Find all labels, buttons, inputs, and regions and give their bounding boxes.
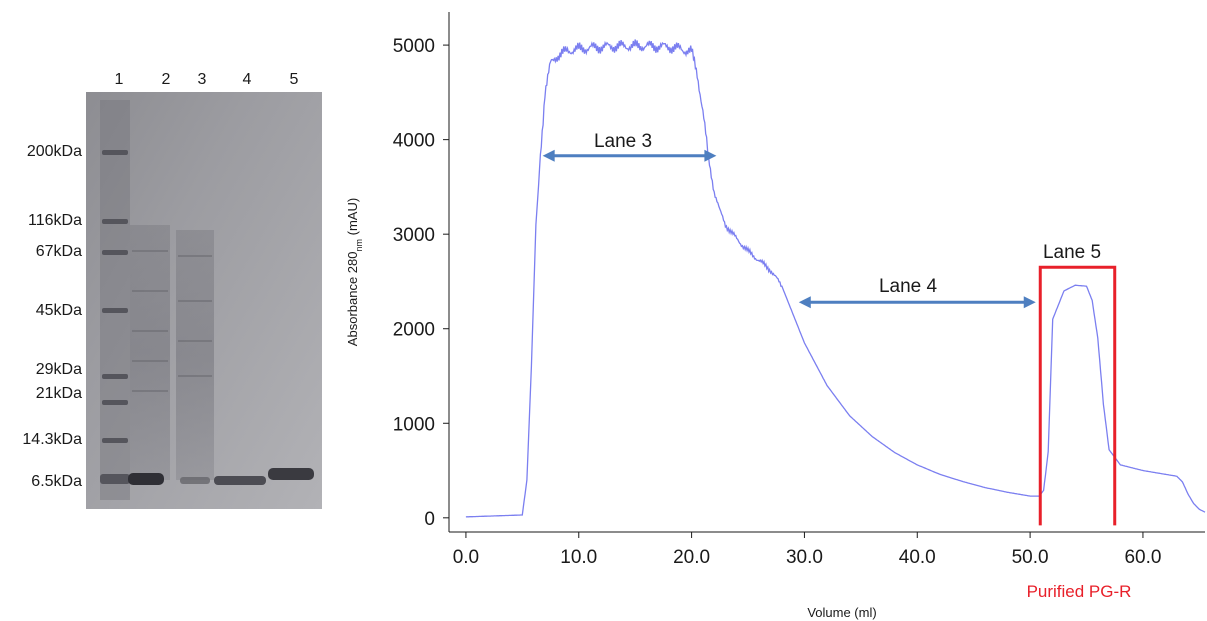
lane-number-2: 2 xyxy=(162,71,171,88)
x-tick-label: 30.0 xyxy=(786,547,823,568)
lane-number-5: 5 xyxy=(290,71,299,88)
lane-4-annotation-label: Lane 4 xyxy=(879,276,938,297)
marker-label-6-5kda: 6.5kDa xyxy=(31,473,82,490)
gel-lane-3-smear xyxy=(176,230,214,480)
y-axis-title: Absorbance 280nm (mAU) xyxy=(345,198,364,346)
marker-label-200kda: 200kDa xyxy=(27,143,82,160)
lane-5-bracket xyxy=(1038,265,1117,526)
y-tick-label: 0 xyxy=(424,509,435,530)
marker-label-67kda: 67kDa xyxy=(36,243,82,260)
y-tick-label: 1000 xyxy=(393,414,435,435)
x-tick-label: 60.0 xyxy=(1124,547,1161,568)
y-tick-label: 3000 xyxy=(393,225,435,246)
marker-label-45kda: 45kDa xyxy=(36,302,82,319)
gel-marker-lane xyxy=(100,100,130,500)
lane-number-1: 1 xyxy=(115,71,124,88)
y-axis-title-main: Absorbance 280 xyxy=(345,252,360,347)
absorbance-trace xyxy=(465,39,1206,518)
marker-label-14-3kda: 14.3kDa xyxy=(22,431,82,448)
y-tick-label: 5000 xyxy=(393,36,435,57)
lane-2-band xyxy=(128,473,164,485)
y-tick-label: 4000 xyxy=(393,131,435,152)
x-axis-title: Volume (ml) xyxy=(807,605,876,620)
x-tick-label: 50.0 xyxy=(1012,547,1049,568)
marker-label-21kda: 21kDa xyxy=(36,385,82,402)
lane-number-4: 4 xyxy=(243,71,252,88)
marker-bands xyxy=(100,150,130,484)
lane-3-band xyxy=(180,477,210,484)
x-tick-label: 20.0 xyxy=(673,547,710,568)
gel-lane-2-smear xyxy=(130,225,170,480)
y-tick-label: 2000 xyxy=(393,320,435,341)
x-tick-label: 10.0 xyxy=(560,547,597,568)
sample-bands xyxy=(132,250,212,392)
sds-page-gel: 1 2 3 4 5 200kDa 116kDa 67kDa 45kDa 29kD… xyxy=(22,71,322,509)
lane-3-arrow xyxy=(542,149,717,162)
y-axis-title-unit: (mAU) xyxy=(345,198,360,239)
lane-3-annotation-label: Lane 3 xyxy=(594,131,652,152)
chromatogram-chart: 0 1000 2000 3000 4000 5000 0.0 10.0 20.0 30.0 40.… xyxy=(345,12,1206,620)
lane-5-band xyxy=(268,468,314,480)
lane-number-3: 3 xyxy=(198,71,207,88)
lane-4-band xyxy=(214,476,266,485)
marker-label-29kda: 29kDa xyxy=(36,361,82,378)
x-ticks: 0.0 10.0 20.0 30.0 40.0 50.0 60.0 xyxy=(453,532,1161,568)
annotations xyxy=(542,149,1117,526)
x-tick-label: 40.0 xyxy=(899,547,936,568)
marker-label-116kda: 116kDa xyxy=(28,212,82,229)
x-tick-label: 0.0 xyxy=(453,547,479,568)
purified-pg-r-callout: Purified PG-R xyxy=(1027,582,1132,601)
y-ticks: 0 1000 2000 3000 4000 5000 xyxy=(393,36,449,530)
lane-4-arrow xyxy=(798,296,1036,309)
y-axis-title-sub: nm xyxy=(354,239,364,252)
lane-5-annotation-label: Lane 5 xyxy=(1043,242,1101,263)
